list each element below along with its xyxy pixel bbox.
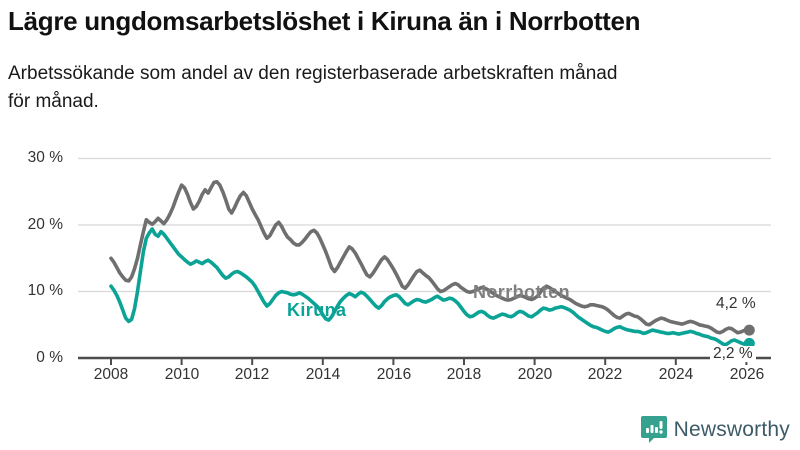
y-tick-30: 30 %	[27, 149, 63, 166]
x-tick-2022: 2022	[587, 366, 623, 383]
series-label-norrbotten: Norrbotten	[473, 282, 570, 302]
subtitle-line-2: för månad.	[8, 91, 99, 112]
bar-chart-speech-bubble-icon	[640, 416, 667, 443]
unemployment-line-chart: 30 % 20 % 10 % 0 % 2008 2010 2012 2014 2…	[0, 145, 800, 390]
page-title: Lägre ungdomsarbetslöshet i Kiruna än i …	[8, 6, 641, 36]
chart-canvas	[78, 157, 771, 365]
x-tick-2010: 2010	[164, 366, 200, 383]
x-tick-2014: 2014	[305, 366, 341, 383]
brand-wordmark: Newsworthy	[673, 418, 790, 441]
series-line-kiruna	[109, 227, 752, 347]
series-line-norrbotten	[109, 179, 752, 335]
series-lines	[109, 179, 755, 349]
y-tick-0: 0 %	[36, 349, 63, 366]
y-tick-20: 20 %	[27, 216, 63, 233]
end-value-norrbotten: 4,2 %	[716, 295, 756, 312]
x-tick-2024: 2024	[658, 366, 694, 383]
chart-subtitle: Arbetssökande som andel av den registerb…	[8, 60, 792, 116]
x-tick-2018: 2018	[446, 366, 482, 383]
x-tick-2016: 2016	[376, 366, 412, 383]
x-tick-2020: 2020	[517, 366, 553, 383]
newsworthy-brand-link[interactable]: Newsworthy	[640, 414, 790, 446]
series-label-kiruna: Kiruna	[287, 300, 347, 320]
end-dot-norrbotten	[743, 324, 755, 336]
y-tick-10: 10 %	[27, 282, 63, 299]
x-tick-2026: 2026	[729, 366, 765, 383]
x-tick-2012: 2012	[234, 366, 270, 383]
subtitle-line-1: Arbetssökande som andel av den registerb…	[8, 63, 618, 84]
x-tick-2008: 2008	[93, 366, 129, 383]
end-value-kiruna: 2,2 %	[710, 346, 756, 362]
